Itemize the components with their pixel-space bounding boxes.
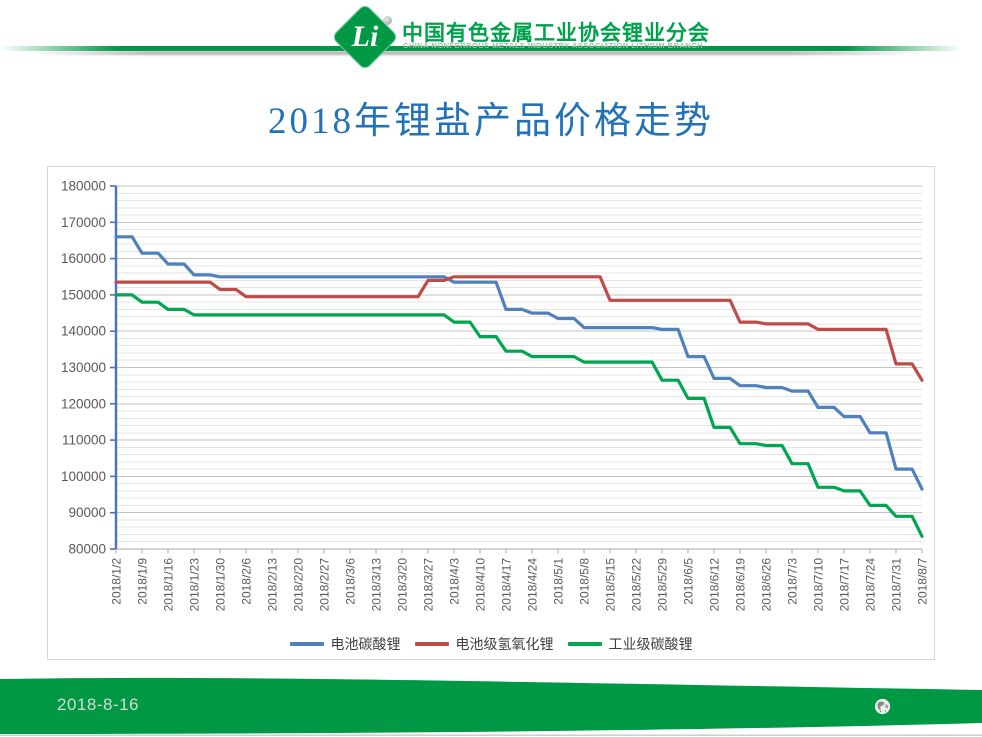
legend-swatch-icon <box>414 642 449 646</box>
legend-item-2: 工业级碳酸锂 <box>567 634 693 654</box>
series-line-2 <box>114 293 924 538</box>
page-title: 2018年锂盐产品价格走势 <box>268 101 714 142</box>
logo-sphere-dot-icon <box>383 16 392 25</box>
y-axis-label: 170000 <box>61 215 106 230</box>
y-axis-label: 100000 <box>61 469 106 484</box>
org-name-chinese: 中国有色金属工业协会锂业分会 <box>402 22 710 45</box>
y-axis-label: 120000 <box>61 396 106 411</box>
legend-label: 电池碳酸锂 <box>330 636 401 652</box>
x-axis-label: 2018/3/6 <box>344 558 358 605</box>
x-axis-label: 2018/1/9 <box>136 558 150 605</box>
x-axis-label: 2018/1/16 <box>162 558 176 612</box>
legend-item-0: 电池碳酸锂 <box>289 634 401 654</box>
x-axis-label: 2018/4/24 <box>526 558 540 612</box>
series-line-0 <box>114 235 924 491</box>
price-trend-chart: 80000 90000 100000 110000 120000 130000 140000… <box>47 166 935 660</box>
x-axis-label: 2018/3/20 <box>396 558 410 612</box>
x-axis-label: 2018/8/7 <box>916 558 930 605</box>
x-axis-label: 2018/3/13 <box>370 558 384 612</box>
x-axis-label: 2018/5/8 <box>578 558 592 605</box>
legend-item-1: 电池级氢氧化锂 <box>414 634 554 654</box>
x-axis-label: 2018/6/19 <box>734 558 748 612</box>
header-rule-shadow <box>0 51 982 55</box>
x-axis-label: 2018/4/10 <box>474 558 488 612</box>
legend-label: 工业级碳酸锂 <box>608 636 693 652</box>
x-axis-label: 2018/7/31 <box>890 558 904 612</box>
x-axis-label: 2018/6/12 <box>708 558 722 612</box>
legend-swatch-icon <box>567 642 602 646</box>
x-axis-label: 2018/6/5 <box>682 558 696 605</box>
x-axis-label: 2018/1/23 <box>188 558 202 612</box>
x-axis-label: 2018/4/17 <box>500 558 514 612</box>
y-axis-label: 180000 <box>61 179 106 194</box>
x-axis-label: 2018/7/24 <box>864 558 878 612</box>
y-axis-label: 150000 <box>61 287 106 302</box>
header-green-rule <box>0 46 982 51</box>
x-axis-label: 2018/2/20 <box>292 558 306 612</box>
x-axis-label: 2018/5/1 <box>552 558 566 605</box>
slide-date: 2018-8-16 <box>57 695 140 714</box>
series-line-1 <box>114 275 924 382</box>
y-axis-label: 110000 <box>62 433 106 448</box>
y-axis-label: 160000 <box>61 251 106 266</box>
x-axis-label: 2018/2/13 <box>266 558 280 612</box>
x-axis-label: 2018/1/2 <box>110 558 124 605</box>
x-axis-label: 2018/5/29 <box>656 558 670 612</box>
globe-icon <box>874 698 891 715</box>
x-axis-label: 2018/7/17 <box>838 558 852 612</box>
y-axis-label: 80000 <box>68 542 106 557</box>
x-axis-label: 2018/2/27 <box>318 558 332 612</box>
y-axis-label: 90000 <box>68 505 106 520</box>
legend-label: 电池级氢氧化锂 <box>455 636 554 652</box>
footer-band <box>0 677 982 736</box>
x-axis-label: 2018/5/22 <box>630 558 644 612</box>
x-axis-label: 2018/1/30 <box>214 558 228 612</box>
legend-swatch-icon <box>289 642 324 646</box>
x-axis-label: 2018/4/3 <box>448 558 462 605</box>
footer-hairline <box>0 734 982 736</box>
x-axis-label: 2018/3/27 <box>422 558 436 612</box>
y-axis-label: 140000 <box>61 324 106 339</box>
chart-canvas: 80000 90000 100000 110000 120000 130000 140000… <box>61 179 930 612</box>
org-name-english: CHINA NONFERROUS METALS INDUSTRY ASSOCIA… <box>403 41 703 50</box>
chart-legend: 电池碳酸锂 电池级氢氧化锂 工业级碳酸锂 <box>48 634 934 654</box>
x-axis-label: 2018/5/15 <box>604 558 618 612</box>
footer-green-swoosh <box>0 677 982 734</box>
x-axis-label: 2018/6/26 <box>760 558 774 612</box>
x-axis-label: 2018/2/6 <box>240 558 254 605</box>
lithium-logo-icon: Li <box>351 20 379 53</box>
y-axis-label: 130000 <box>61 360 106 375</box>
x-axis-label: 2018/7/3 <box>786 558 800 605</box>
x-axis-label: 2018/7/10 <box>812 558 826 612</box>
